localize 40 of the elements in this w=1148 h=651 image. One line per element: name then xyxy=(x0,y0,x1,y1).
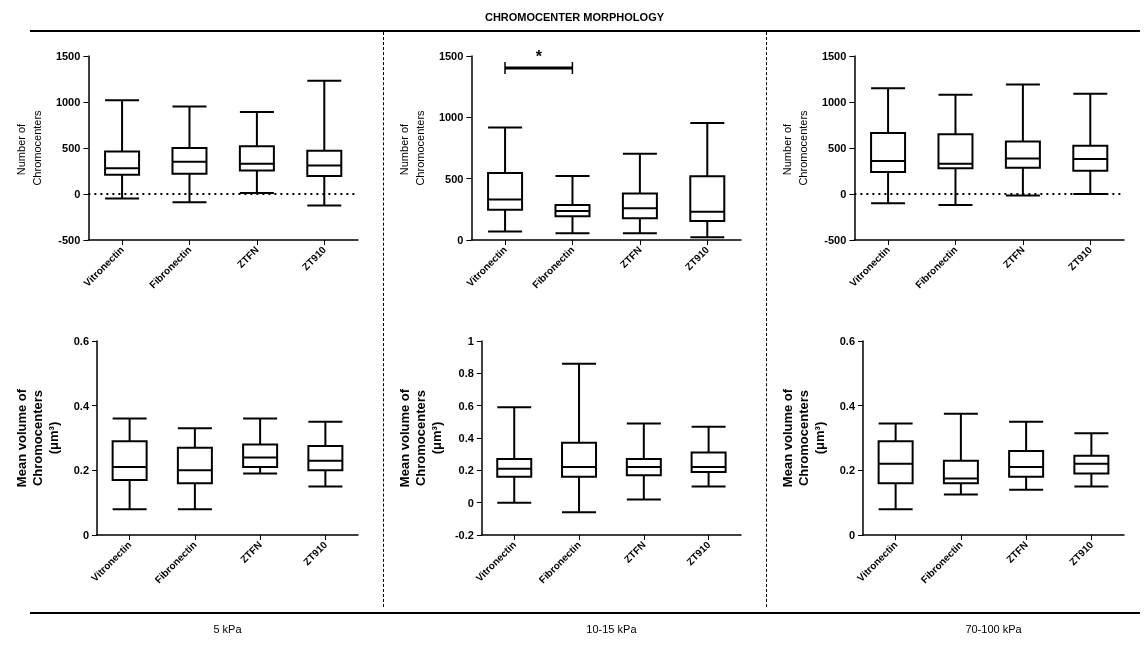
y-tick-label: 0 xyxy=(467,496,474,509)
y-tick-label: 0 xyxy=(82,529,89,541)
x-axis-title: 5 kPa xyxy=(213,622,243,635)
chart-title: CHROMOCENTER MORPHOLOGY xyxy=(484,10,665,23)
y-tick-label: 0.4 xyxy=(73,399,90,412)
annotation: * xyxy=(535,47,543,65)
y-tick-label: 0.2 xyxy=(73,464,89,477)
y-tick-label: 1000 xyxy=(55,96,81,108)
y-tick-label: 0.2 xyxy=(839,464,855,477)
y-tick-label: -0.2 xyxy=(454,529,474,541)
y-tick-label: 0.6 xyxy=(73,335,89,347)
y-tick-label: 1 xyxy=(467,335,474,347)
y-tick-label: 0.4 xyxy=(458,432,475,444)
y-tick-label: 0.6 xyxy=(839,335,855,347)
y-axis-title: Mean volume of Chromocenters (μm³) xyxy=(779,388,827,488)
y-tick-label: 500 xyxy=(445,172,464,185)
y-axis-title: Mean volume of Chromocenters (μm³) xyxy=(13,388,61,488)
y-tick-label: -500 xyxy=(58,234,81,246)
x-axis-title: 10-15 kPa xyxy=(586,622,638,635)
y-tick-label: 1500 xyxy=(55,50,81,62)
y-tick-label: 0 xyxy=(840,188,847,200)
y-tick-label: 1000 xyxy=(438,111,464,124)
y-axis-title: Number of Chromocenters xyxy=(15,109,43,186)
y-tick-label: 0 xyxy=(74,188,81,200)
y-axis-title: Number of Chromocenters xyxy=(781,109,809,186)
y-tick-label: 500 xyxy=(62,142,81,154)
y-tick-label: 0.6 xyxy=(458,399,474,412)
y-tick-label: 0.4 xyxy=(839,399,856,412)
y-tick-label: 0 xyxy=(457,234,464,246)
y-tick-label: 0.2 xyxy=(458,464,474,477)
x-axis-title: 70-100 kPa xyxy=(965,622,1023,635)
y-axis-title: Mean volume of Chromocenters (μm³) xyxy=(396,388,444,488)
y-tick-label: 1500 xyxy=(821,50,847,62)
y-tick-label: 500 xyxy=(828,142,847,154)
y-tick-label: -500 xyxy=(824,234,847,246)
y-tick-label: 1500 xyxy=(438,50,464,62)
y-axis-title: Number of Chromocenters xyxy=(398,109,426,186)
y-tick-label: 1000 xyxy=(821,96,847,108)
y-tick-label: 0 xyxy=(848,529,855,541)
y-tick-label: 0.8 xyxy=(458,367,474,380)
